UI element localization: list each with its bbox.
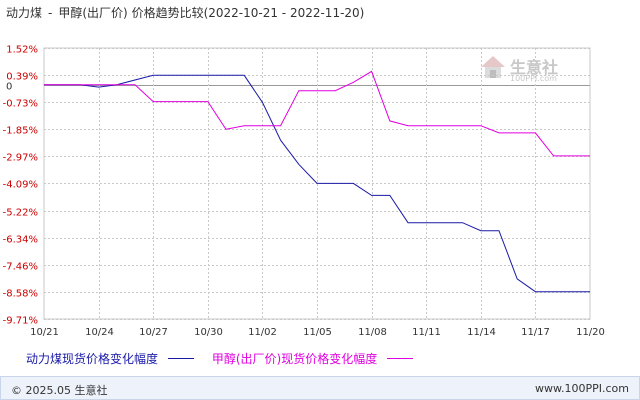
series-line-2 — [44, 70, 590, 157]
watermark-url: 100PPI.com — [510, 74, 557, 83]
x-tick-label: 11/11 — [412, 327, 441, 338]
x-tick-label: 10/24 — [85, 327, 114, 338]
y-tick-label: -7.46% — [3, 262, 38, 273]
footer-bar: © 2025.05 生意社 www.100PPI.com — [0, 376, 640, 400]
series-line-1 — [44, 74, 590, 293]
y-tick-label: -6.34% — [3, 235, 38, 246]
y-tick-label: 0 — [6, 82, 12, 93]
x-tick-label: 10/30 — [194, 327, 223, 338]
y-tick-label: 1.52% — [6, 45, 38, 56]
x-tick-label: 11/14 — [467, 327, 496, 338]
y-tick-label: -4.09% — [3, 180, 38, 191]
x-tick-label: 10/21 — [30, 327, 59, 338]
line-chart: 1.52% 0.39%0 -0.73% -1.85% -2.97% -4.09% -5.22… — [3, 45, 605, 339]
footer-copyright: © 2025.05 生意社 — [11, 384, 108, 397]
x-tick-label: 10/27 — [139, 327, 168, 338]
y-tick-label: -2.97% — [3, 153, 38, 164]
chart-title: 动力煤 - 甲醇(出厂价) 价格趋势比较(2022-10-21 - 2022-11-… — [6, 4, 364, 21]
legend-item-series-2: 甲醇(出厂价)现货价格变化幅度 — [211, 350, 414, 367]
legend-label: 甲醇(出厂价)现货价格变化幅度 — [211, 352, 378, 366]
title-right: 甲醇(出厂价) — [58, 6, 128, 20]
y-tick-label: -9.71% — [3, 316, 38, 327]
y-tick-label: -5.22% — [3, 208, 38, 219]
title-left: 动力煤 — [6, 6, 43, 20]
y-axis-labels: 1.52% 0.39%0 -0.73% -1.85% -2.97% -4.09% -5.22… — [3, 45, 38, 327]
legend-swatch — [168, 358, 195, 359]
legend: 动力煤现货价格变化幅度 甲醇(出厂价)现货价格变化幅度 — [26, 350, 427, 367]
y-tick-label: -1.85% — [3, 126, 38, 137]
watermark: 生意社 100PPI.com — [480, 54, 580, 86]
x-tick-label: 11/05 — [303, 327, 332, 338]
x-tick-label: 11/17 — [521, 327, 550, 338]
series-layer — [44, 70, 590, 293]
legend-label: 动力煤现货价格变化幅度 — [26, 352, 159, 366]
legend-item-series-1: 动力煤现货价格变化幅度 — [26, 350, 195, 367]
x-tick-label: 11/08 — [358, 327, 387, 338]
watermark-name: 生意社 — [510, 58, 559, 77]
y-tick-label: -0.73% — [3, 99, 38, 110]
watermark-house-icon — [481, 56, 505, 78]
x-axis-labels: 10/21 10/24 10/27 10/30 11/02 11/05 11/08 11/11… — [30, 327, 605, 338]
footer-url[interactable]: www.100PPI.com — [535, 382, 629, 395]
y-tick-label: 0.39% — [6, 72, 38, 83]
x-tick-label: 11/20 — [576, 327, 605, 338]
y-tick-label: -8.58% — [3, 289, 38, 300]
title-separator: - — [48, 6, 53, 20]
title-suffix: 价格趋势比较(2022-10-21 - 2022-11-20) — [131, 6, 365, 20]
x-tick-label: 11/02 — [248, 327, 277, 338]
legend-swatch — [387, 358, 414, 359]
